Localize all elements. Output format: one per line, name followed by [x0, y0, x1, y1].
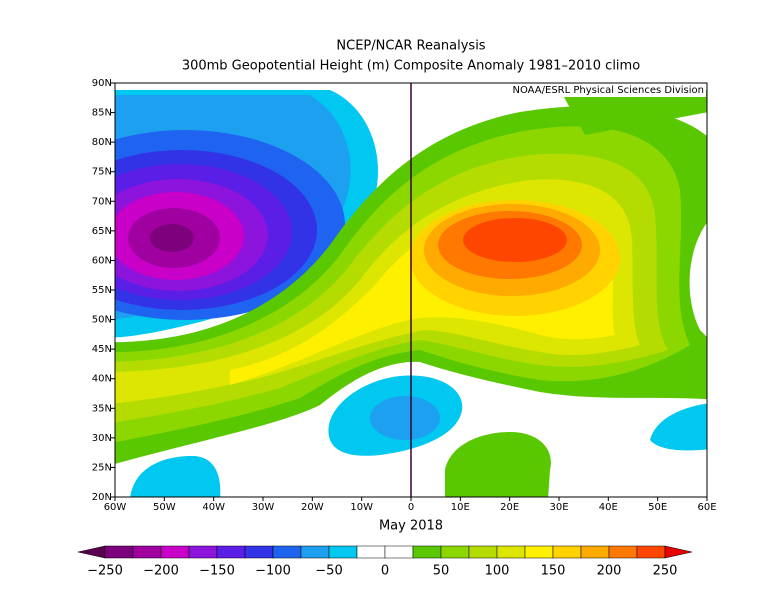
colorbar-box [468, 545, 498, 559]
lon-label: 10E [451, 502, 470, 513]
lon-label: 60W [104, 502, 127, 513]
lat-label: 45N [92, 344, 112, 355]
lat-label: 85N [92, 108, 112, 119]
colorbar-box [496, 545, 526, 559]
lat-label: 25N [92, 462, 112, 473]
colorbar-box [580, 545, 610, 559]
lat-label: 70N [92, 196, 112, 207]
contour-band [560, 90, 707, 135]
contour-band [150, 224, 194, 252]
credit-box [488, 84, 706, 97]
colorbar: −250 −200 −150 −100 −50 0 50 100 150 200 250 [77, 545, 693, 579]
lon-label: 40W [202, 502, 225, 513]
colorbar-box [188, 545, 218, 559]
anomaly-field [115, 90, 707, 497]
lon-label: 50E [648, 502, 667, 513]
contour-band [463, 218, 567, 262]
contour-band [370, 396, 440, 440]
colorbar-box [160, 545, 190, 559]
lat-label: 20N [92, 492, 112, 503]
axis-ticks: 60W 50W 40W 30W 20W 10W 0 10E 20E 30E 40E 50E 60E 90N… [92, 78, 717, 513]
period-label: May 2018 [379, 519, 443, 534]
contour-band [650, 403, 707, 451]
colorbar-box [300, 545, 330, 559]
colorbar-label: 150 [541, 564, 566, 579]
lon-label: 20W [301, 502, 324, 513]
lat-label: 40N [92, 374, 112, 385]
lon-label: 0 [408, 502, 414, 513]
colorbar-label: 100 [485, 564, 510, 579]
lon-label: 50W [153, 502, 176, 513]
colorbar-box [440, 545, 470, 559]
colorbar-box [636, 545, 666, 559]
lat-label: 65N [92, 226, 112, 237]
colorbar-box [356, 545, 386, 559]
lat-label: 75N [92, 167, 112, 178]
lon-label: 20E [500, 502, 519, 513]
colorbar-box [328, 545, 358, 559]
colorbar-label: 0 [381, 564, 389, 579]
contour-band [445, 432, 551, 497]
colorbar-label: −250 [87, 564, 123, 579]
colorbar-label: −100 [255, 564, 291, 579]
colorbar-box [524, 545, 554, 559]
colorbar-box [244, 545, 274, 559]
colorbar-box [272, 545, 302, 559]
lon-label: 60E [697, 502, 716, 513]
lon-label: 30W [252, 502, 275, 513]
subtitle: 300mb Geopotential Height (m) Composite … [182, 59, 640, 74]
lat-label: 55N [92, 285, 112, 296]
lat-label: 80N [92, 137, 112, 148]
lon-label: 30E [549, 502, 568, 513]
lat-label: 50N [92, 315, 112, 326]
colorbar-label: −200 [143, 564, 179, 579]
colorbar-box [216, 545, 246, 559]
colorbar-label: 50 [433, 564, 450, 579]
lon-label: 40E [599, 502, 618, 513]
colorbar-label: 250 [653, 564, 678, 579]
colorbar-box [132, 545, 162, 559]
colorbar-box [608, 545, 638, 559]
colorbar-label: −150 [199, 564, 235, 579]
colorbar-arrow [664, 545, 693, 559]
lat-label: 35N [92, 403, 112, 414]
lat-label: 30N [92, 433, 112, 444]
colorbar-label: 200 [597, 564, 622, 579]
colorbar-arrow [77, 545, 106, 559]
colorbar-box [104, 545, 134, 559]
contour-band [130, 455, 221, 497]
lat-label: 90N [92, 78, 112, 89]
lat-label: 60N [92, 255, 112, 266]
title: NCEP/NCAR Reanalysis [336, 39, 485, 54]
lon-label: 10W [350, 502, 373, 513]
colorbar-box [412, 545, 442, 559]
colorbar-box [552, 545, 582, 559]
colorbar-box [384, 545, 414, 559]
colorbar-label: −50 [315, 564, 342, 579]
credit: NOAA/ESRL Physical Sciences Division [513, 85, 705, 96]
